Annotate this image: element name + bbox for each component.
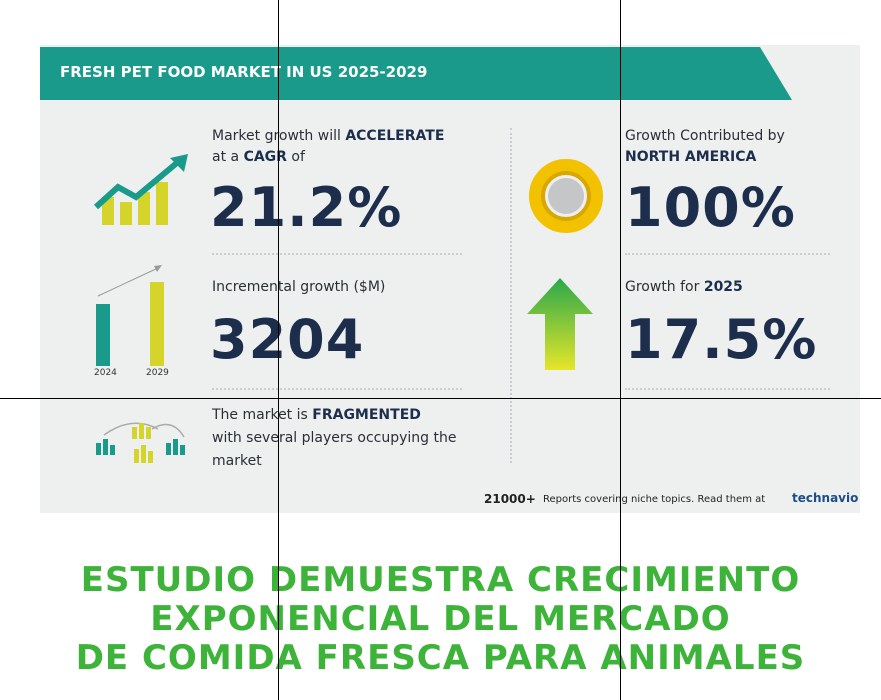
label-emph: FRAGMENTED: [312, 407, 421, 423]
label-text: Market growth will: [212, 128, 341, 144]
growth-value: 17.5%: [625, 308, 818, 371]
header-title: FRESH PET FOOD MARKET IN US 2025-2029: [60, 63, 428, 81]
region-value: 100%: [625, 176, 796, 239]
header-band: [40, 47, 792, 100]
infographic-card: [40, 45, 860, 513]
cagr-value: 21.2%: [210, 176, 403, 239]
separator: [625, 253, 830, 255]
headline-line: ESTUDIO DEMUESTRA CRECIMIENTO: [80, 560, 801, 600]
label-text: Growth for: [625, 279, 700, 295]
label-text: The market is: [212, 407, 308, 423]
brand-logo: technavio: [792, 491, 859, 505]
year-label: 2029: [146, 368, 169, 378]
footer-count: 21000+: [484, 492, 536, 506]
market-label: market: [212, 453, 262, 469]
growth-label: Growth for 2025: [625, 279, 743, 295]
cagr-label: at a CAGR of: [212, 149, 305, 165]
headline-line: DE COMIDA FRESCA PARA ANIMALES: [75, 638, 806, 678]
arrow-icon: [527, 278, 593, 370]
trend-icon: [93, 154, 188, 225]
market-label: with several players occupying the: [212, 430, 457, 446]
incremental-label: Incremental growth ($M): [212, 279, 386, 295]
label-emph: 2025: [703, 279, 743, 295]
separator: [625, 388, 830, 390]
label-text: at a: [212, 149, 240, 165]
headline-line: EXPONENCIAL DEL MERCADO: [150, 599, 731, 639]
cagr-label: Market growth will ACCELERATE: [212, 128, 444, 144]
separator: [212, 253, 462, 255]
market-icon: [96, 422, 185, 463]
year-label: 2024: [94, 368, 117, 378]
overlay-line: [0, 398, 881, 399]
region-label: NORTH AMERICA: [625, 149, 757, 165]
label-emph: CAGR: [243, 149, 287, 165]
footer-text: Reports covering niche topics. Read them…: [543, 494, 766, 505]
region-label: Growth Contributed by: [625, 128, 785, 144]
bars-icon: [96, 265, 164, 366]
label-emph: ACCELERATE: [345, 128, 445, 144]
donut-icon: [529, 159, 603, 233]
incremental-value: 3204: [210, 308, 365, 371]
overlay-line: [620, 0, 621, 700]
overlay-line: [278, 0, 279, 700]
separator: [212, 388, 462, 390]
market-label: The market is FRAGMENTED: [212, 407, 421, 423]
divider: [510, 128, 512, 463]
label-text: of: [291, 149, 305, 165]
